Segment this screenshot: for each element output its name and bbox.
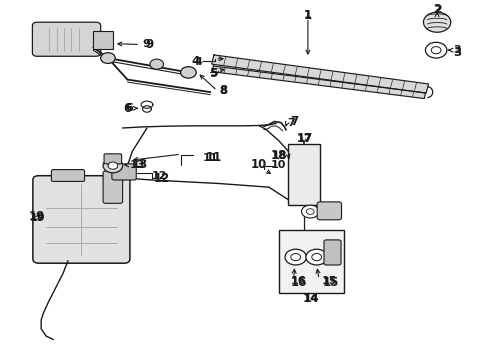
Text: 14: 14 xyxy=(303,292,319,305)
Text: 7: 7 xyxy=(289,116,297,129)
FancyBboxPatch shape xyxy=(32,22,101,56)
Text: 17: 17 xyxy=(296,131,312,145)
Text: 1: 1 xyxy=(304,10,311,20)
FancyBboxPatch shape xyxy=(317,202,341,220)
Text: 15: 15 xyxy=(322,276,338,289)
Text: 7: 7 xyxy=(287,118,295,128)
Text: 13: 13 xyxy=(130,160,145,170)
Circle shape xyxy=(311,253,321,261)
Text: 3: 3 xyxy=(452,45,460,55)
Circle shape xyxy=(150,59,163,69)
Text: 6: 6 xyxy=(123,102,131,115)
Text: 10: 10 xyxy=(250,158,266,171)
Text: 8: 8 xyxy=(219,84,227,97)
Text: 9: 9 xyxy=(142,40,150,49)
Circle shape xyxy=(301,205,319,218)
Circle shape xyxy=(290,253,300,261)
Text: 2: 2 xyxy=(433,3,441,16)
Circle shape xyxy=(285,249,306,265)
Text: 14: 14 xyxy=(303,294,319,304)
FancyBboxPatch shape xyxy=(51,170,84,181)
Polygon shape xyxy=(212,66,425,99)
Text: 18: 18 xyxy=(270,149,286,162)
Text: 2: 2 xyxy=(433,5,441,15)
Text: 1: 1 xyxy=(303,9,311,22)
Text: 4: 4 xyxy=(194,57,202,67)
Text: 3: 3 xyxy=(453,46,461,59)
Text: 15: 15 xyxy=(321,276,336,287)
Text: 6: 6 xyxy=(125,103,133,113)
Text: 5: 5 xyxy=(209,67,217,80)
Text: 11: 11 xyxy=(205,151,221,164)
Text: 12: 12 xyxy=(153,172,169,185)
Text: 16: 16 xyxy=(290,276,306,287)
Circle shape xyxy=(425,42,446,58)
Text: 9: 9 xyxy=(145,38,153,51)
FancyBboxPatch shape xyxy=(112,164,136,180)
Circle shape xyxy=(103,158,122,173)
Text: 8: 8 xyxy=(219,86,226,96)
Bar xyxy=(278,230,344,293)
Circle shape xyxy=(306,209,314,215)
Text: 12: 12 xyxy=(152,171,167,181)
Text: 13: 13 xyxy=(131,158,147,171)
Text: 19: 19 xyxy=(30,213,45,222)
Bar xyxy=(93,31,113,49)
Circle shape xyxy=(101,53,115,63)
Circle shape xyxy=(108,162,118,169)
Text: 17: 17 xyxy=(296,134,311,144)
Circle shape xyxy=(180,67,196,78)
Text: 4: 4 xyxy=(191,55,199,68)
FancyBboxPatch shape xyxy=(103,171,122,203)
FancyBboxPatch shape xyxy=(33,176,130,263)
Text: 5: 5 xyxy=(210,68,218,78)
Bar xyxy=(288,144,320,205)
Circle shape xyxy=(305,249,327,265)
FancyBboxPatch shape xyxy=(324,240,340,265)
Circle shape xyxy=(430,46,440,54)
Text: 16: 16 xyxy=(290,276,306,289)
Text: 19: 19 xyxy=(29,210,45,223)
Circle shape xyxy=(423,12,450,32)
Text: 11: 11 xyxy=(203,153,218,163)
Polygon shape xyxy=(211,55,427,93)
Text: 18: 18 xyxy=(271,150,287,161)
FancyBboxPatch shape xyxy=(104,154,122,164)
Text: 10: 10 xyxy=(270,160,285,170)
